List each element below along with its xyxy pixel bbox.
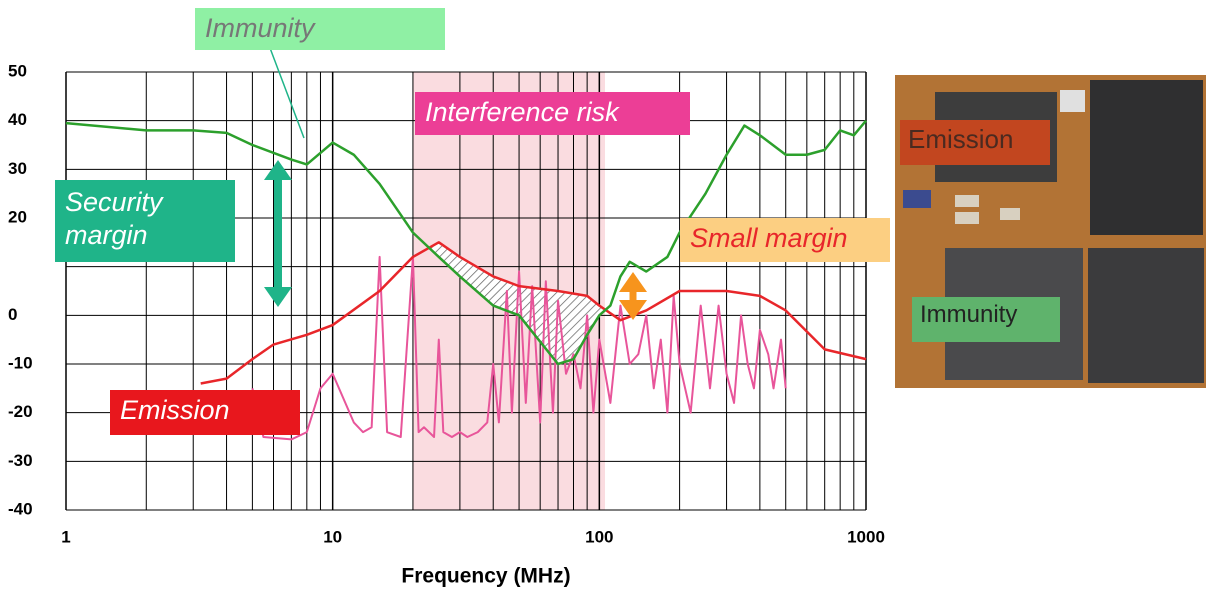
y-tick-label: -20 — [8, 402, 33, 421]
x-tick-label: 1000 — [847, 527, 885, 546]
arrow-head — [264, 160, 292, 180]
annotation-emission: Emission — [110, 390, 300, 435]
photo-label: Immunity — [912, 297, 1060, 342]
y-tick-label: 0 — [8, 305, 17, 324]
arrow-head — [619, 272, 647, 292]
series-line — [200, 241, 867, 385]
arrow-head — [619, 300, 647, 320]
pointer — [269, 47, 305, 139]
y-tick-label: -30 — [8, 451, 33, 470]
series-line — [251, 255, 787, 441]
x-tick-label: 10 — [323, 527, 342, 546]
x-axis-title: Frequency (MHz) — [401, 565, 570, 588]
plot-area: 1 10 100 1000 -40 -30 -20 -10 0 20 30 40 50 Frequency… — [8, 47, 885, 588]
x-tick-label: 100 — [585, 527, 613, 546]
photo-label: Emission — [900, 120, 1050, 165]
annotation-small-margin: Small margin — [680, 218, 890, 262]
series-line — [65, 119, 867, 366]
annotation-interference: Interference risk — [415, 92, 690, 135]
x-tick-label: 1 — [61, 527, 70, 546]
y-tick-label: -10 — [8, 353, 33, 372]
y-tick-label: -40 — [8, 499, 33, 518]
annotation-immunity: Immunity — [195, 8, 445, 50]
y-tick-label: 20 — [8, 207, 27, 226]
photo — [895, 75, 1206, 388]
annotation-security: Security margin — [55, 180, 235, 262]
y-tick-label: 40 — [8, 110, 27, 129]
y-tick-label: 50 — [8, 61, 27, 80]
arrow-head — [264, 287, 292, 307]
y-tick-label: 30 — [8, 159, 27, 178]
